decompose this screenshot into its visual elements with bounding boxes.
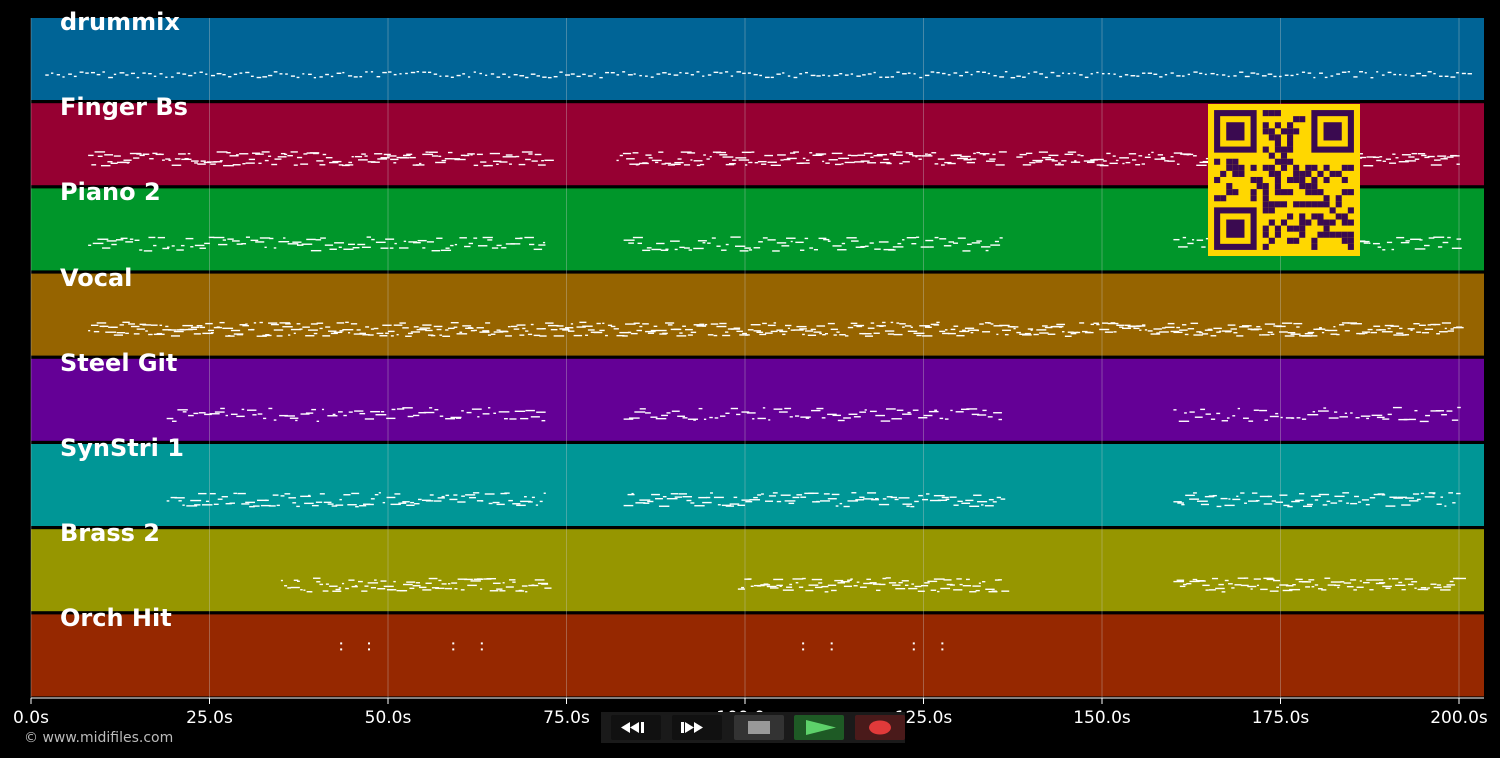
track-name: drummix (60, 8, 180, 36)
stop-icon (748, 721, 770, 734)
note-hit (941, 648, 944, 651)
tick-label: 75.0s (543, 708, 590, 728)
note-hit (480, 648, 483, 651)
note-hit (452, 648, 455, 651)
track-name: Vocal (60, 263, 133, 292)
note-hit (802, 642, 805, 645)
qr-code-image (1208, 104, 1360, 256)
note-group (166, 492, 1461, 508)
note-hit (480, 642, 483, 645)
tick-label: 25.0s (186, 708, 233, 728)
note-hit (368, 648, 371, 651)
note-hit (368, 642, 371, 645)
track-name: Orch Hit (60, 604, 172, 633)
copyright-text: © www.midifiles.com (24, 730, 174, 746)
play-icon (806, 720, 836, 735)
note-hit (802, 648, 805, 651)
rewind-button[interactable] (611, 715, 661, 740)
track-name: Brass 2 (60, 519, 160, 548)
record-icon (869, 720, 891, 735)
note-hit (452, 642, 455, 645)
note-hit (830, 648, 833, 651)
tick-label: 200.0s (1430, 708, 1488, 728)
note-group (280, 577, 1466, 593)
track-lane (31, 18, 1484, 100)
track-lane (31, 444, 1484, 526)
note-hit (830, 642, 833, 645)
fast-forward-button[interactable] (672, 715, 722, 740)
tick-label: 125.0s (894, 708, 953, 728)
note-group (166, 406, 1461, 423)
fast-forward-icon (681, 722, 703, 733)
track-name: Finger Bs (60, 93, 188, 122)
track-name: Steel Git (60, 348, 178, 377)
transport-bar (601, 712, 905, 743)
note-hit (340, 648, 343, 651)
note-hit (912, 648, 915, 651)
note-group (88, 236, 1462, 252)
track-name: Piano 2 (60, 178, 161, 207)
note-hit (941, 642, 944, 645)
tick-label: 150.0s (1073, 708, 1131, 728)
stop-button[interactable] (734, 715, 784, 740)
track-lane (31, 358, 1484, 441)
track-lane (31, 529, 1484, 612)
note-group (88, 321, 1464, 337)
tick-label: 175.0s (1251, 708, 1310, 728)
track-lane (31, 614, 1484, 697)
rewind-icon (621, 722, 644, 733)
note-hit (912, 642, 915, 645)
record-button[interactable] (855, 715, 905, 740)
note-group (45, 71, 1472, 79)
tick-label: 0.0s (13, 708, 49, 728)
track-lane (31, 273, 1484, 356)
note-hit (340, 642, 343, 645)
track-name: SynStri 1 (60, 434, 184, 462)
play-button[interactable] (794, 715, 844, 740)
tick-label: 50.0s (364, 708, 412, 728)
